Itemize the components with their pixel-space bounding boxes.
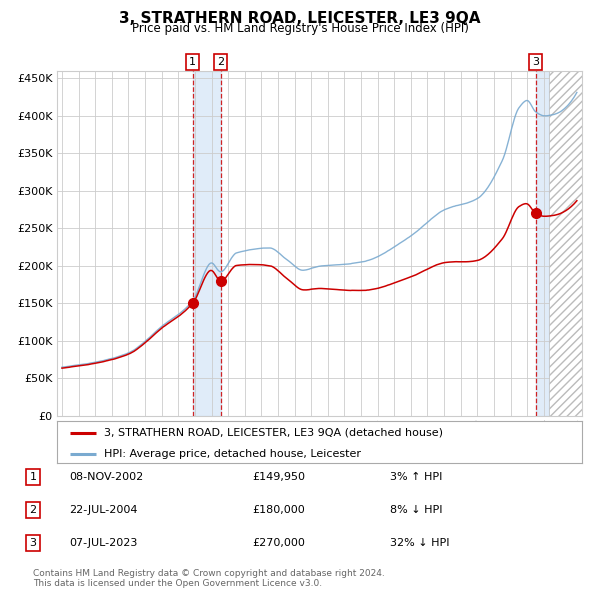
- Text: 1: 1: [189, 57, 196, 67]
- Text: 2: 2: [29, 505, 37, 515]
- Text: £180,000: £180,000: [252, 505, 305, 515]
- Bar: [536, 71, 549, 416]
- Text: 08-NOV-2002: 08-NOV-2002: [69, 472, 143, 482]
- Text: 3: 3: [532, 57, 539, 67]
- Text: 8% ↓ HPI: 8% ↓ HPI: [390, 505, 443, 515]
- Text: £270,000: £270,000: [252, 538, 305, 548]
- Text: 3: 3: [29, 538, 37, 548]
- Bar: [193, 71, 221, 416]
- Text: 3% ↑ HPI: 3% ↑ HPI: [390, 472, 442, 482]
- Text: 32% ↓ HPI: 32% ↓ HPI: [390, 538, 449, 548]
- Text: 2: 2: [217, 57, 224, 67]
- Bar: [549, 71, 582, 416]
- Text: HPI: Average price, detached house, Leicester: HPI: Average price, detached house, Leic…: [104, 449, 361, 459]
- Text: Price paid vs. HM Land Registry's House Price Index (HPI): Price paid vs. HM Land Registry's House …: [131, 22, 469, 35]
- Text: 07-JUL-2023: 07-JUL-2023: [69, 538, 137, 548]
- Text: £149,950: £149,950: [252, 472, 305, 482]
- Text: 1: 1: [29, 472, 37, 482]
- Text: 3, STRATHERN ROAD, LEICESTER, LE3 9QA (detached house): 3, STRATHERN ROAD, LEICESTER, LE3 9QA (d…: [104, 428, 443, 438]
- Text: Contains HM Land Registry data © Crown copyright and database right 2024.
This d: Contains HM Land Registry data © Crown c…: [33, 569, 385, 588]
- Text: 22-JUL-2004: 22-JUL-2004: [69, 505, 137, 515]
- Text: 3, STRATHERN ROAD, LEICESTER, LE3 9QA: 3, STRATHERN ROAD, LEICESTER, LE3 9QA: [119, 11, 481, 25]
